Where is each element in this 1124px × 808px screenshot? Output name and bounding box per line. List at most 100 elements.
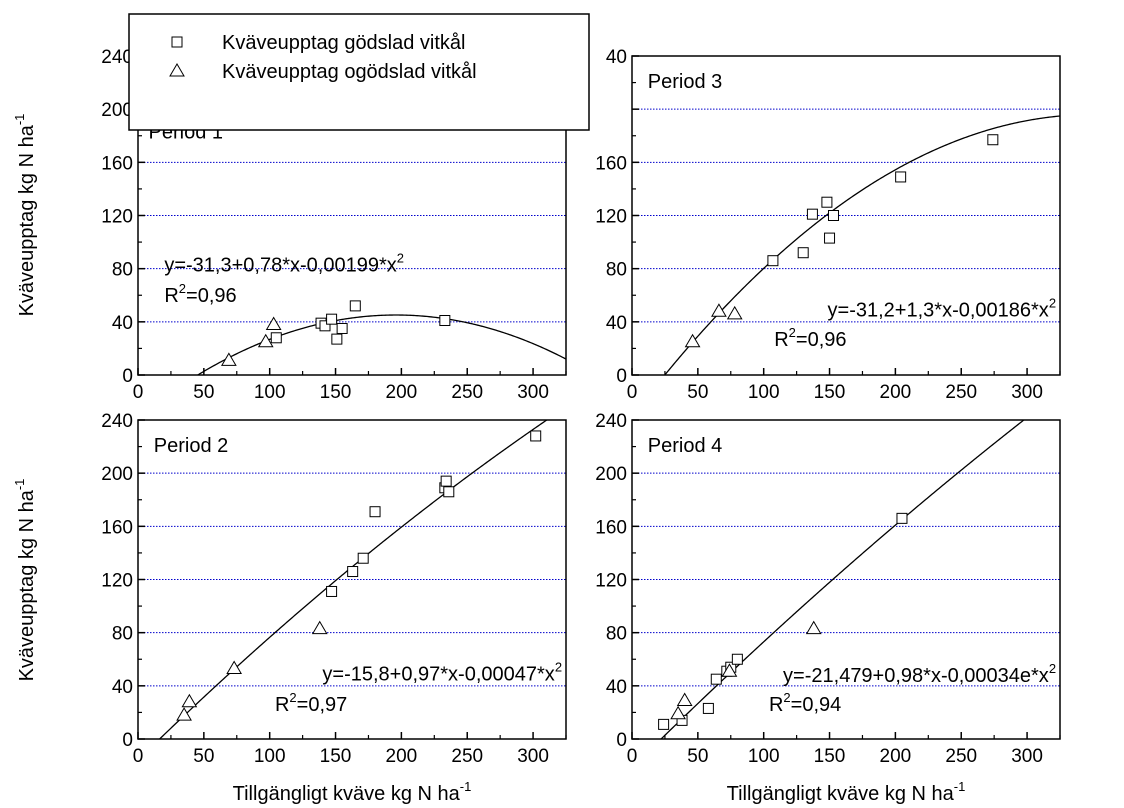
x-tick-label: 50 xyxy=(687,746,708,767)
y-tick-label: 160 xyxy=(595,517,627,538)
point-square xyxy=(896,512,908,524)
y-tick-label: 40 xyxy=(606,47,627,68)
y-tick-label: 0 xyxy=(122,730,133,751)
r-squared-value: =0,96 xyxy=(186,285,237,307)
period-label: Period 3 xyxy=(648,71,723,93)
point-square xyxy=(895,171,907,183)
r-squared-symbol: R xyxy=(774,329,788,351)
point-square xyxy=(331,333,343,345)
point-triangle xyxy=(220,352,237,366)
fit-equation-text: y=-31,2+1,3*x-0,00186*x xyxy=(828,300,1049,322)
point-triangle xyxy=(311,620,328,635)
x-tick-label: 100 xyxy=(748,746,780,767)
point-square xyxy=(369,506,381,518)
y-tick-label: 120 xyxy=(595,571,627,592)
legend-box xyxy=(128,13,590,131)
x-tick-label: 0 xyxy=(133,382,144,403)
x-tick-label: 250 xyxy=(945,382,977,403)
x-tick-label: 50 xyxy=(687,382,708,403)
x-tick-label: 300 xyxy=(517,746,549,767)
r-squared-symbol: R xyxy=(769,694,783,716)
y-tick-label: 200 xyxy=(595,464,627,485)
point-square xyxy=(710,673,722,685)
fit-curve xyxy=(196,314,566,375)
point-square xyxy=(357,552,369,564)
y-tick-label: 240 xyxy=(101,411,133,432)
x-axis-label-text: Tillgängligt kväve kg N ha xyxy=(727,783,955,805)
x-tick-label: 50 xyxy=(193,382,214,403)
point-square xyxy=(336,322,348,334)
fit-equation: y=-15,8+0,97*x-0,00047*x2 xyxy=(322,660,562,686)
y-tick-label: 120 xyxy=(101,207,133,228)
y-axis-label-bottom: Kväveupptag kg N ha-1 xyxy=(12,479,38,682)
r-squared-value: =0,94 xyxy=(791,694,842,716)
fit-equation-exponent: 2 xyxy=(397,250,404,265)
y-tick-label: 240 xyxy=(101,47,133,68)
y-axis-label-sup: -1 xyxy=(12,479,27,491)
x-tick-label: 250 xyxy=(451,382,483,403)
r-squared: R2=0,97 xyxy=(275,690,347,716)
r-squared-exponent: 2 xyxy=(289,690,296,705)
fit-curve xyxy=(158,420,548,739)
fit-equation-text: y=-15,8+0,97*x-0,00047*x xyxy=(322,664,554,686)
x-tick-label: 250 xyxy=(945,746,977,767)
x-tick-label: 300 xyxy=(517,382,549,403)
point-triangle xyxy=(684,333,701,348)
period-label: Period 4 xyxy=(648,435,723,457)
point-square xyxy=(530,430,542,442)
fit-equation: y=-31,2+1,3*x-0,00186*x2 xyxy=(828,296,1057,322)
point-square xyxy=(824,232,836,244)
y-tick-label: 40 xyxy=(606,313,627,334)
point-triangle xyxy=(670,705,686,720)
y-tick-label: 80 xyxy=(606,624,627,645)
y-tick-label: 160 xyxy=(595,153,627,174)
y-tick-label: 80 xyxy=(112,260,133,281)
chart-panel-bottom-left: 0 40 80 120 160 200 240 0 50 100 150 200 250 300 Perio… xyxy=(101,411,567,767)
fit-equation-exponent: 2 xyxy=(1049,661,1056,676)
y-tick-label: 40 xyxy=(112,313,133,334)
r-squared: R2=0,94 xyxy=(769,690,841,716)
r-squared-symbol: R xyxy=(275,694,289,716)
x-tick-label: 150 xyxy=(814,382,846,403)
r-squared-exponent: 2 xyxy=(179,281,186,296)
x-tick-label: 150 xyxy=(814,746,846,767)
y-tick-label: 160 xyxy=(101,517,133,538)
fit-equation-text: y=-31,3+0,78*x-0,00199*x xyxy=(164,254,396,276)
y-tick-label: 0 xyxy=(616,366,627,387)
point-square xyxy=(827,210,839,221)
point-square xyxy=(326,313,338,325)
r-squared-value: =0,96 xyxy=(796,329,847,351)
x-tick-label: 100 xyxy=(748,382,780,403)
y-tick-label: 40 xyxy=(606,677,627,698)
x-tick-label: 100 xyxy=(254,382,286,403)
x-tick-label: 300 xyxy=(1011,382,1043,403)
x-tick-label: 250 xyxy=(451,746,483,767)
point-square xyxy=(821,196,833,208)
y-tick-label: 40 xyxy=(112,677,133,698)
y-axis-label-text: Kväveupptag kg N ha xyxy=(16,489,38,681)
point-triangle xyxy=(226,660,243,675)
point-square xyxy=(326,585,338,597)
x-tick-label: 50 xyxy=(193,746,214,767)
chart-panel-bottom-right: 0 40 80 120 160 200 240 0 50 100 150 200 250 300 Perio… xyxy=(595,411,1061,767)
y-tick-label: 0 xyxy=(616,730,627,751)
x-tick-label: 200 xyxy=(386,746,418,767)
x-tick-label: 200 xyxy=(880,382,912,403)
point-triangle xyxy=(805,620,822,635)
period-label: Period 2 xyxy=(154,435,229,457)
r-squared-symbol: R xyxy=(164,285,178,307)
legend-label: Kväveupptag ogödslad vitkål xyxy=(222,61,477,83)
x-axis-label-text: Tillgängligt kväve kg N ha xyxy=(233,783,461,805)
point-square xyxy=(806,208,818,220)
point-square xyxy=(319,320,331,332)
point-triangle xyxy=(265,316,282,330)
point-square xyxy=(731,653,743,665)
point-square xyxy=(349,300,361,312)
y-axis-label-text: Kväveupptag kg N ha xyxy=(16,124,38,316)
point-triangle xyxy=(676,692,693,706)
point-square xyxy=(347,566,359,578)
fit-curve xyxy=(660,420,1025,739)
point-triangle xyxy=(721,663,738,677)
y-tick-label: 120 xyxy=(101,571,133,592)
fit-equation-exponent: 2 xyxy=(1049,296,1056,311)
